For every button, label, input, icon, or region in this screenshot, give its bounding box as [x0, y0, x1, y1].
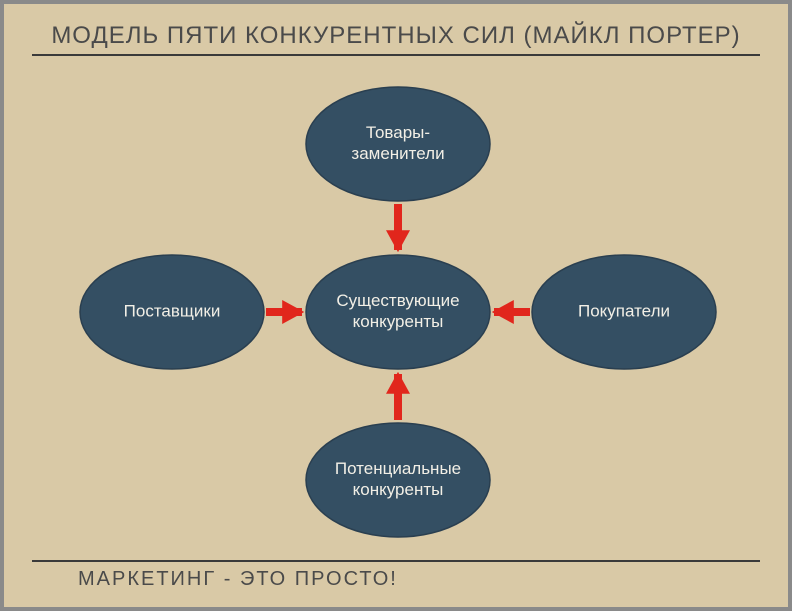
node-bottom-label: Потенциальные: [335, 459, 461, 478]
rule-bottom: [32, 560, 760, 562]
node-center: Существующие конкуренты: [306, 255, 490, 369]
node-top-label: Товары-: [366, 123, 430, 142]
frame: МОДЕЛЬ ПЯТИ КОНКУРЕНТНЫХ СИЛ (МАЙКЛ ПОРТ…: [0, 0, 792, 611]
node-left-label: Поставщики: [124, 301, 221, 320]
five-forces-diagram: Существующие конкуренты Товары-заменители П…: [4, 4, 788, 607]
node-top-label: заменители: [351, 144, 444, 163]
node-bottom: Потенциальные конкуренты: [306, 423, 490, 537]
node-center-label: конкуренты: [353, 312, 444, 331]
footer-caption: МАРКЕТИНГ - ЭТО ПРОСТО!: [78, 568, 398, 591]
node-right: Покупатели: [532, 255, 716, 369]
node-top: Товары-заменители: [306, 87, 490, 201]
page: МОДЕЛЬ ПЯТИ КОНКУРЕНТНЫХ СИЛ (МАЙКЛ ПОРТ…: [4, 4, 788, 607]
node-center-label: Существующие: [336, 291, 459, 310]
node-bottom-label: конкуренты: [353, 480, 444, 499]
node-right-label: Покупатели: [578, 301, 670, 320]
node-left: Поставщики: [80, 255, 264, 369]
